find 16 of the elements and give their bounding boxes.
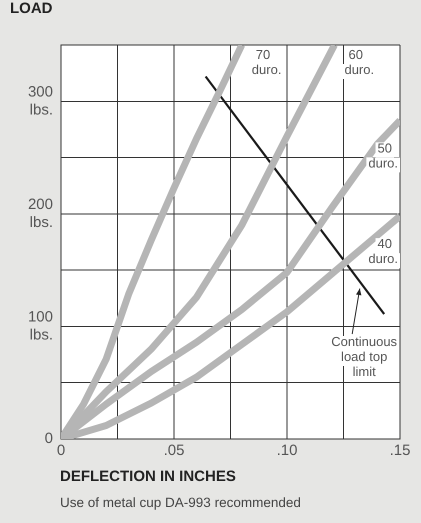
x-tick-label: .05 [164,442,184,460]
y-tick-label: 0 [44,430,53,448]
x-axis-title: DEFLECTION IN INCHES [60,468,236,485]
x-tick-label: .15 [390,442,410,460]
series-label: 60 duro. [344,47,374,78]
y-axis-title: LOAD [10,0,52,17]
series-label: Continuous load top limit [331,334,398,380]
series-label: 40 duro. [368,236,398,266]
y-tick-label: 300 lbs. [28,83,53,118]
y-tick-label: 100 lbs. [28,308,53,344]
text: Use of metal cup DA-993 recommended [60,495,301,510]
series-label: 70 duro. [252,47,282,78]
series-label: 50 duro. [368,140,398,170]
x-tick-label: 0 [56,442,66,460]
y-tick-label: 200 lbs. [28,196,53,231]
x-tick-label: .10 [276,442,298,460]
